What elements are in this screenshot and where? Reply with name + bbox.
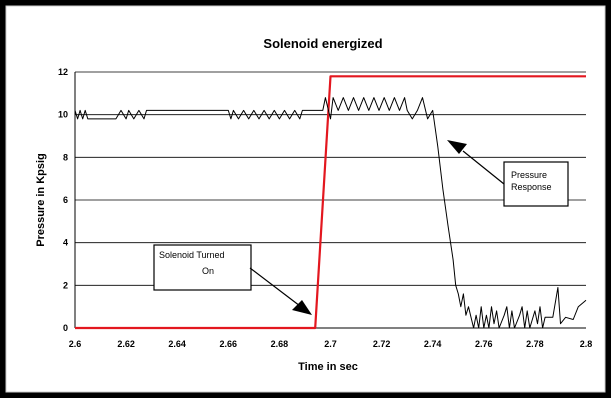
annotation-arrow-shaft <box>462 150 505 185</box>
x-tick-label: 2.7 <box>324 339 337 349</box>
x-axis-label: Time in sec <box>298 361 358 373</box>
y-tick-label: 8 <box>63 152 68 162</box>
x-tick-label: 2.74 <box>424 339 442 349</box>
gridlines <box>75 71 586 286</box>
y-tick-label: 10 <box>58 110 68 120</box>
solenoid-signal-series <box>75 75 586 330</box>
annotation-line: Solenoid Turned <box>159 250 225 260</box>
annotation-line: On <box>202 266 214 276</box>
chart-title: Solenoid energized <box>263 36 382 51</box>
annotation-solenoid-turned-on: Solenoid Turned On <box>153 244 312 315</box>
inner-frame <box>5 5 606 393</box>
annotation-arrowhead <box>447 140 467 154</box>
x-tick-label: 2.76 <box>475 339 493 349</box>
y-tick-label: 4 <box>63 238 68 248</box>
pressure-response-series <box>74 97 587 329</box>
x-tick-label: 2.8 <box>580 339 593 349</box>
annotation-arrow-shaft <box>249 267 301 307</box>
y-axis-label: Pressure in Kpsig <box>35 153 47 247</box>
y-tick-label: 12 <box>58 67 68 77</box>
y-tick-label: 6 <box>63 195 68 205</box>
x-tick-label: 2.64 <box>168 339 186 349</box>
y-tick-label: 0 <box>63 323 68 333</box>
y-tick-label: 2 <box>63 280 68 290</box>
annotation-box <box>153 244 252 291</box>
x-tick-label: 2.6 <box>69 339 82 349</box>
x-tick-label: 2.78 <box>526 339 544 349</box>
x-tick-label: 2.62 <box>117 339 135 349</box>
annotation-line: Response <box>511 182 552 192</box>
x-tick-label: 2.66 <box>220 339 238 349</box>
x-tick-label: 2.72 <box>373 339 391 349</box>
annotation-arrowhead <box>292 300 312 315</box>
x-tick-labels: 2.6 2.62 2.64 2.66 2.68 2.7 2.72 2.74 2.76 2.78 2.… <box>69 339 593 349</box>
annotation-line: Pressure <box>511 170 547 180</box>
y-tick-labels: 0 2 4 6 8 10 12 <box>58 67 68 333</box>
annotation-pressure-response: Pressure Response <box>447 140 569 207</box>
x-tick-label: 2.68 <box>271 339 289 349</box>
data-series <box>74 75 587 330</box>
